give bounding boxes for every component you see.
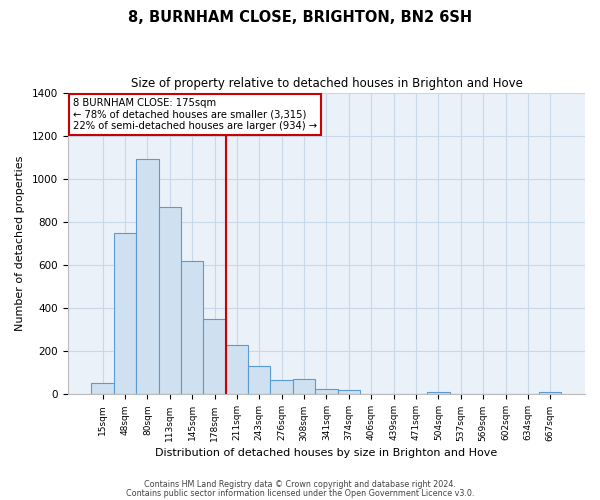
- Y-axis label: Number of detached properties: Number of detached properties: [15, 156, 25, 332]
- Bar: [427, 392, 449, 394]
- Bar: [226, 345, 248, 395]
- Text: 8, BURNHAM CLOSE, BRIGHTON, BN2 6SH: 8, BURNHAM CLOSE, BRIGHTON, BN2 6SH: [128, 10, 472, 25]
- Bar: [114, 233, 136, 394]
- Bar: [271, 380, 293, 394]
- Bar: [539, 392, 562, 394]
- Bar: [91, 382, 114, 394]
- Title: Size of property relative to detached houses in Brighton and Hove: Size of property relative to detached ho…: [131, 78, 523, 90]
- Text: Contains public sector information licensed under the Open Government Licence v3: Contains public sector information licen…: [126, 488, 474, 498]
- Bar: [315, 389, 338, 394]
- Bar: [136, 158, 158, 394]
- Bar: [203, 319, 226, 394]
- Text: Contains HM Land Registry data © Crown copyright and database right 2024.: Contains HM Land Registry data © Crown c…: [144, 480, 456, 489]
- Text: 8 BURNHAM CLOSE: 175sqm
← 78% of detached houses are smaller (3,315)
22% of semi: 8 BURNHAM CLOSE: 175sqm ← 78% of detache…: [73, 98, 317, 131]
- Bar: [293, 380, 315, 394]
- Bar: [158, 207, 181, 394]
- Bar: [248, 366, 271, 394]
- X-axis label: Distribution of detached houses by size in Brighton and Hove: Distribution of detached houses by size …: [155, 448, 497, 458]
- Bar: [181, 261, 203, 394]
- Bar: [338, 390, 360, 394]
